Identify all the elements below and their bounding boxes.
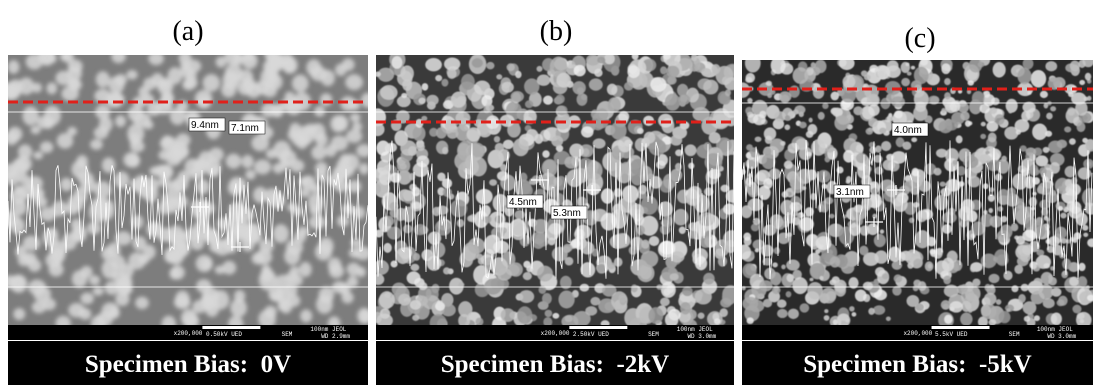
info-voltage: 5.5kV UED — [935, 331, 968, 338]
scale-bar — [569, 326, 627, 329]
measure-label: 3.1nm — [836, 187, 864, 198]
measure-label: 5.3nm — [553, 208, 581, 219]
info-scale: 100nm JEOL — [677, 326, 713, 333]
measure-label: 7.1nm — [231, 123, 259, 134]
measure-label: 4.5nm — [509, 197, 537, 208]
info-detector: SEM — [648, 331, 659, 338]
info-wd: WD 2.9mm — [321, 333, 350, 340]
info-voltage: 2.50kV UED — [573, 331, 609, 338]
info-magnification: x200,000 — [541, 330, 570, 337]
info-detector: SEM — [1009, 331, 1020, 338]
panel-label: (c) — [904, 23, 935, 54]
caption: Specimen Bias: -5kV — [803, 351, 1031, 378]
info-detector: SEM — [282, 331, 293, 338]
panel-label: (b) — [540, 16, 573, 47]
info-magnification: x200,000 — [903, 330, 932, 337]
info-scale: 100nm JEOL — [310, 326, 346, 333]
measure-label: 4.0nm — [894, 125, 922, 136]
sem-image: 4.0nm 3.1nm — [735, 54, 1093, 329]
info-wd: WD 3.0mm — [1047, 333, 1076, 340]
figure: 9.4nm7.1nmx200,0000.50kV UEDSEM100nm JEO… — [0, 0, 1093, 385]
caption: Specimen Bias: 0V — [85, 351, 291, 378]
panel-label: (a) — [172, 16, 203, 47]
info-wd: WD 3.0mm — [687, 333, 716, 340]
sem-image: 4.5nm 5.3nm — [369, 49, 742, 332]
info-magnification: x200,000 — [174, 330, 203, 337]
info-voltage: 0.50kV UED — [206, 331, 242, 338]
measure-label: 9.4nm — [191, 120, 219, 131]
info-scale: 100nm JEOL — [1037, 326, 1073, 333]
sem-image: 9.4nm 7.1nm — [0, 46, 374, 333]
scale-bar — [202, 326, 260, 329]
scale-bar — [932, 326, 990, 329]
caption: Specimen Bias: -2kV — [441, 351, 669, 378]
